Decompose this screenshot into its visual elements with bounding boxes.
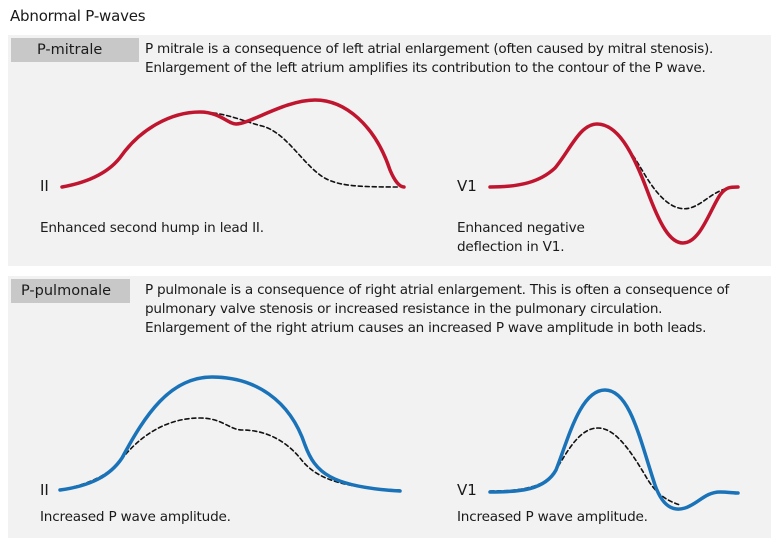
page-title: Abnormal P-waves — [10, 7, 146, 25]
p-pulmonale-panel: P-pulmonale P pulmonale is a consequence… — [8, 276, 771, 538]
mitrale-v1-wave — [488, 122, 740, 245]
mitrale-lead-v1-label: V1 — [457, 177, 477, 195]
mitrale-caption-v1: Enhanced negative deflection in V1. — [457, 220, 585, 255]
p-pulmonale-badge: P-pulmonale — [11, 279, 130, 303]
pulmonale-ii-normal-wave — [59, 417, 401, 491]
pulmonale-caption-v1: Increased P wave amplitude. — [457, 509, 648, 525]
mitrale-v1-normal-wave — [489, 123, 739, 210]
pulmonale-ii-wave — [58, 375, 402, 493]
p-mitrale-badge: P-mitrale — [11, 38, 139, 62]
mitrale-ii-wave — [60, 98, 406, 189]
pulmonale-lead-v1-label: V1 — [457, 481, 477, 499]
pulmonale-lead-ii-label: II — [40, 481, 49, 499]
p-mitrale-description: P mitrale is a consequence of left atria… — [145, 41, 714, 76]
pulmonale-v1-normal-wave — [489, 427, 681, 506]
pulmonale-caption-ii: Increased P wave amplitude. — [40, 509, 231, 525]
p-mitrale-panel: P-mitrale P mitrale is a consequence of … — [8, 35, 771, 266]
p-pulmonale-description: P pulmonale is a consequence of right at… — [145, 282, 730, 336]
pulmonale-v1-wave — [488, 388, 740, 511]
mitrale-lead-ii-label: II — [40, 177, 49, 195]
mitrale-caption-ii: Enhanced second hump in lead II. — [40, 220, 264, 236]
